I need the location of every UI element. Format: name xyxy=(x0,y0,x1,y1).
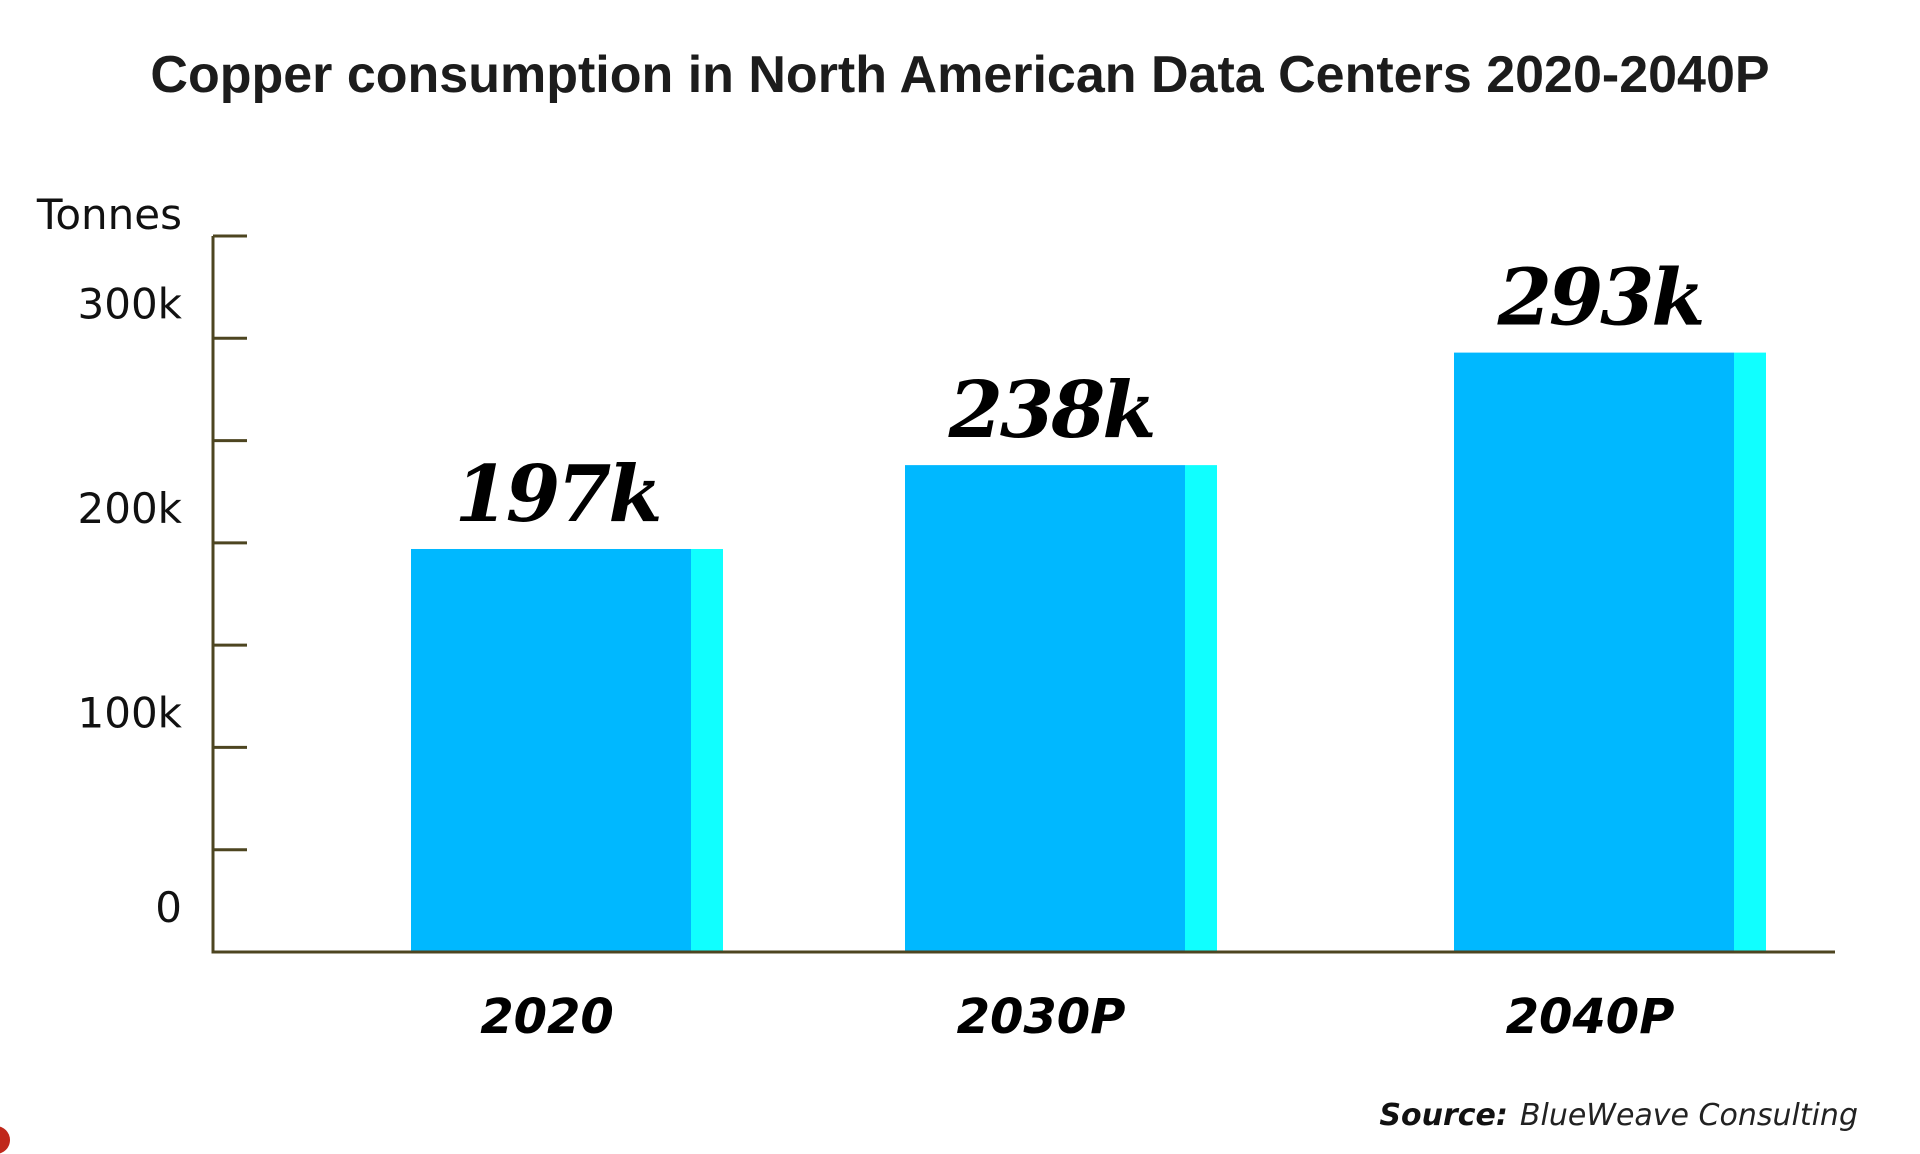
bar-2030P xyxy=(905,465,1185,952)
source-text: BlueWeave Consulting xyxy=(1520,1098,1858,1133)
y-tick-label: 0 xyxy=(155,883,182,932)
bar-side-2030P xyxy=(1185,465,1217,952)
data-labels: 197k 238k 293k xyxy=(455,253,1706,540)
data-label: 293k xyxy=(1497,253,1703,344)
chart-title: Copper consumption in North American Dat… xyxy=(150,46,1769,104)
y-tick-label: 200k xyxy=(78,484,183,533)
y-tick-label: 300k xyxy=(78,279,183,328)
bar-2040P xyxy=(1454,352,1734,952)
axes xyxy=(211,236,1835,954)
bars xyxy=(411,352,1766,952)
x-tick-label: 2040P xyxy=(1506,989,1675,1045)
bar-side-2040P xyxy=(1734,352,1766,952)
source-note: Source: BlueWeave Consulting xyxy=(1379,1098,1858,1133)
source-label: Source: xyxy=(1379,1098,1508,1133)
data-label: 197k xyxy=(455,449,660,540)
bar-2020 xyxy=(411,548,691,952)
y-axis-label: Tonnes xyxy=(36,190,182,239)
y-axis-ticks: 0 100k 200k 300k xyxy=(78,234,247,932)
y-tick-label: 100k xyxy=(78,688,183,737)
bar-side-2020 xyxy=(691,548,723,952)
x-axis-tick-labels: 2020 2030P 2040P xyxy=(480,989,1674,1045)
x-tick-label: 2030P xyxy=(957,989,1126,1045)
data-label: 238k xyxy=(948,365,1154,456)
x-tick-label: 2020 xyxy=(480,989,614,1045)
